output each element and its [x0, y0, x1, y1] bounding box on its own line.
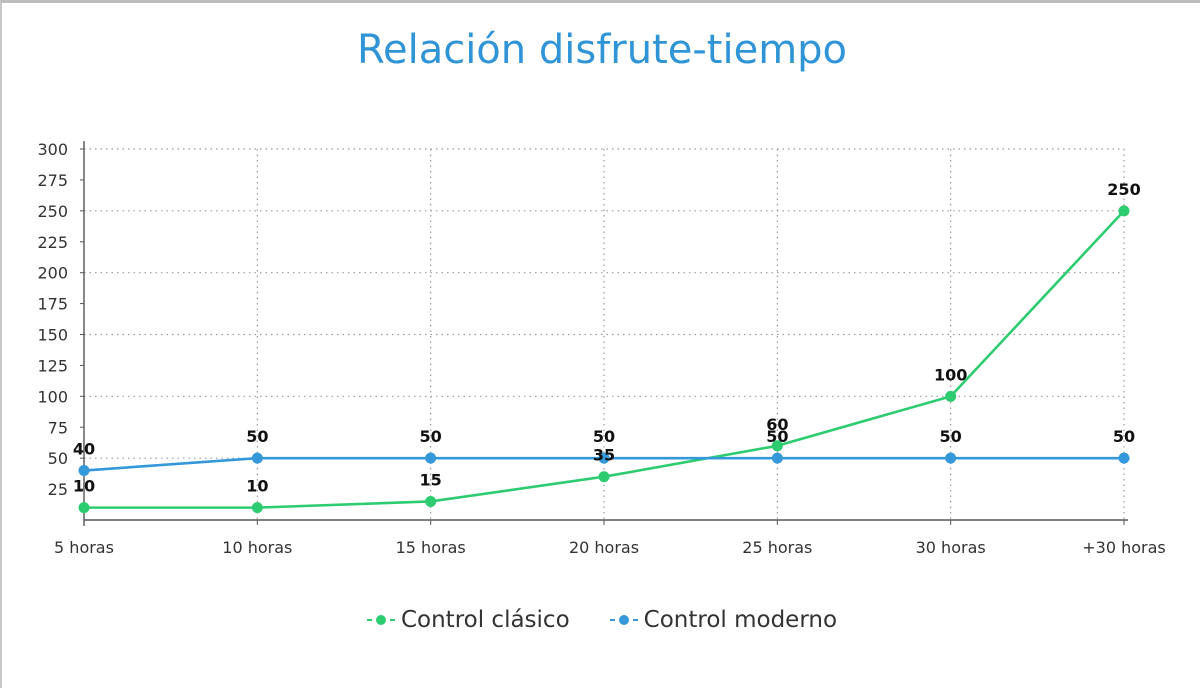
data-point-series-2[interactable]	[425, 452, 437, 464]
x-tick-label: 10 horas	[222, 538, 292, 557]
legend-item-series-2[interactable]: Control moderno	[609, 607, 838, 633]
legend-dash	[366, 619, 372, 621]
data-label-series-2: 50	[1113, 427, 1135, 446]
data-point-series-1[interactable]	[251, 502, 263, 514]
chart-plot: 25 50 75 100 125 150 175 200 225 250 275 300 5 horas…	[37, 140, 1166, 557]
legend-label-series-2: Control moderno	[643, 607, 838, 633]
y-tick-label: 50	[48, 449, 68, 468]
legend-item-series-1[interactable]: Control clásico	[366, 607, 570, 633]
x-tick-label: 15 horas	[396, 538, 466, 557]
y-tick-label: 25	[48, 480, 68, 499]
legend-marker-series-2	[609, 613, 638, 627]
data-point-series-2[interactable]	[771, 452, 783, 464]
data-label-series-2: 50	[593, 427, 615, 446]
legend-label-series-1: Control clásico	[400, 607, 570, 633]
legend-dot	[375, 615, 386, 625]
data-label-series-2: 50	[246, 427, 268, 446]
data-label-series-1: 100	[934, 365, 967, 384]
data-point-series-2[interactable]	[598, 452, 610, 464]
data-label-series-1: 60	[766, 415, 788, 434]
data-label-series-2: 40	[73, 440, 95, 459]
data-label-series-2: 50	[766, 427, 788, 446]
data-label-series-2: 50	[420, 427, 442, 446]
y-tick-label: 200	[37, 264, 68, 283]
x-tick-label: 30 horas	[916, 538, 986, 557]
chart-title: Relación disfrute-tiempo	[356, 27, 848, 73]
x-tick-label: 20 horas	[569, 538, 639, 557]
data-point-series-2[interactable]	[78, 465, 90, 477]
y-tick-label: 100	[37, 387, 68, 406]
data-point-series-2[interactable]	[1118, 452, 1130, 464]
legend-dot	[618, 615, 629, 625]
x-tick-label: 5 horas	[54, 538, 114, 557]
data-point-series-1[interactable]	[598, 471, 610, 483]
data-label-series-1: 15	[420, 470, 442, 489]
x-tick-label: +30 horas	[1082, 538, 1166, 557]
data-point-series-1[interactable]	[945, 390, 957, 402]
data-point-series-1[interactable]	[425, 495, 437, 507]
data-label-series-1: 10	[246, 477, 268, 496]
data-label-series-1: 10	[73, 477, 95, 496]
data-point-series-1[interactable]	[78, 502, 90, 514]
data-point-series-2[interactable]	[251, 452, 263, 464]
data-point-series-1[interactable]	[1118, 205, 1130, 217]
y-tick-label: 250	[37, 202, 68, 221]
data-label-series-1: 35	[593, 446, 615, 465]
data-label-series-1: 250	[1107, 180, 1140, 199]
legend-dash	[609, 619, 615, 621]
data-label-series-2: 50	[940, 427, 962, 446]
y-tick-label: 300	[37, 140, 68, 159]
y-tick-label: 225	[37, 233, 68, 252]
y-tick-label: 175	[37, 295, 68, 314]
data-point-series-2[interactable]	[945, 452, 957, 464]
legend-dash	[389, 619, 395, 621]
legend-dash	[632, 619, 638, 621]
data-point-series-1[interactable]	[771, 440, 783, 452]
y-tick-label: 150	[37, 326, 68, 345]
y-tick-label: 125	[37, 356, 68, 375]
y-tick-label: 75	[48, 418, 68, 437]
x-tick-label: 25 horas	[742, 538, 812, 557]
legend-marker-series-1	[366, 613, 395, 627]
chart-legend: Control clásico Control moderno	[2, 607, 1200, 633]
y-tick-label: 275	[37, 171, 68, 190]
